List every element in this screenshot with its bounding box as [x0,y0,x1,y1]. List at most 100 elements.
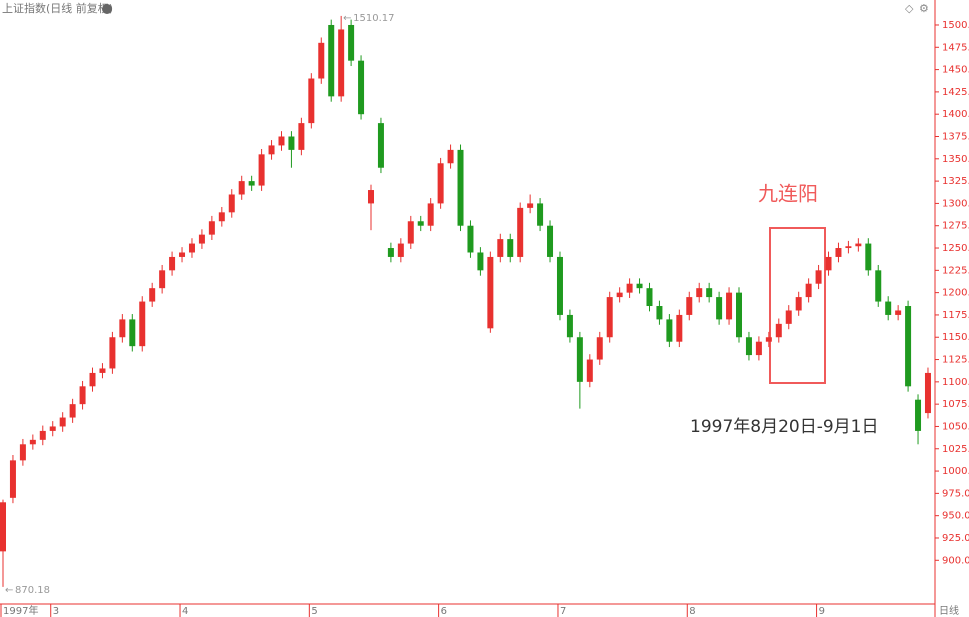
y-tick-label: 1150.0 [942,332,969,343]
candle-body [636,283,643,289]
y-tick-label: 1300.0 [942,198,969,209]
candle-body [169,256,176,271]
candle-body [188,243,195,253]
candle-body [755,341,762,356]
candle-body [646,288,653,307]
candle-body [527,203,534,208]
y-tick-label: 1125.0 [942,355,969,366]
candle-body [69,404,76,418]
y-tick-label: 900.0 [942,555,969,566]
candle-body [765,337,772,342]
y-tick-label: 1075.0 [942,399,969,410]
candle-body [19,444,26,461]
y-tick-label: 1450.0 [942,65,969,76]
candle-body [248,181,255,186]
min-arrow: ← [5,585,13,596]
candle-body [358,60,365,115]
candle-body [417,221,424,226]
candle-body [556,256,563,315]
y-tick-label: 1350.0 [942,154,969,165]
y-tick-label: 1325.0 [942,176,969,187]
candle-body [407,221,414,244]
candle-body [696,288,703,298]
candle-body [865,243,872,271]
candle-body [596,337,603,360]
candle-body [795,297,802,311]
candle-body [119,319,126,338]
y-tick-label: 1000.0 [942,466,969,477]
chart-title: 上证指数(日线 前复权) [2,1,113,15]
candle-body [338,29,345,97]
candle-body [437,163,444,204]
y-tick-label: 1050.0 [942,421,969,432]
candle-body [288,136,295,150]
candle-body [49,426,56,431]
y-tick-label: 1025.0 [942,444,969,455]
candle-body [537,203,544,226]
candle-body [89,372,96,387]
min-label: 870.18 [15,585,50,596]
candle-body [318,42,325,79]
candle-body [915,399,922,431]
dropdown-icon[interactable] [102,4,112,14]
candle-body [547,225,554,257]
candle-body [129,319,136,347]
y-tick-label: 950.0 [942,511,969,522]
candle-body [835,248,842,257]
y-tick-label: 1375.0 [942,132,969,143]
candle-body [716,297,723,320]
diamond-icon[interactable]: ◇ [905,2,914,15]
candle-body [606,297,613,338]
x-tick-label: 6 [441,606,447,617]
period-label: 日线 [939,604,959,617]
candle-body [805,283,812,298]
candle-body [457,149,464,226]
max-label: 1510.17 [353,13,394,24]
candle-body [228,194,235,213]
candle-body [348,24,355,61]
max-arrow: ← [343,13,351,24]
y-tick-label: 1250.0 [942,243,969,254]
y-tick-label: 1225.0 [942,265,969,276]
candle-body [736,292,743,338]
candle-body [706,288,713,298]
candle-body [377,123,384,168]
candle-body [447,149,454,164]
settings-icon[interactable]: ⚙ [919,2,929,15]
annotation: 九连阳 [758,182,818,206]
x-tick-label: 1997年 [3,604,38,617]
y-tick-label: 1175.0 [942,310,969,321]
candle-body [328,24,335,97]
candle-body [0,502,6,552]
y-tick-label: 1100.0 [942,377,969,388]
y-tick-label: 1475.0 [942,42,969,53]
candle-body [825,256,832,271]
candle-body [477,252,484,271]
candle-body [268,145,275,155]
candle-body [59,417,66,427]
y-tick-label: 1500.0 [942,20,969,31]
candle-body [924,372,931,414]
candle-body [387,248,394,257]
candle-body [507,239,514,257]
candle-body [676,314,683,342]
candle-body [875,270,882,302]
x-tick-label: 7 [560,606,566,617]
x-tick-label: 8 [689,606,695,617]
candle-body [815,270,822,284]
candle-body [109,337,116,369]
candle-body [397,243,404,257]
candle-body [467,225,474,253]
candle-body [238,181,245,195]
y-tick-label: 1425.0 [942,87,969,98]
candle-body [586,359,593,382]
candle-body [368,190,375,204]
candle-body [99,368,106,373]
candle-body [666,319,673,342]
candle-body [179,252,186,257]
candle-body [775,323,782,338]
y-tick-label: 1200.0 [942,288,969,299]
candle-body [517,207,524,257]
